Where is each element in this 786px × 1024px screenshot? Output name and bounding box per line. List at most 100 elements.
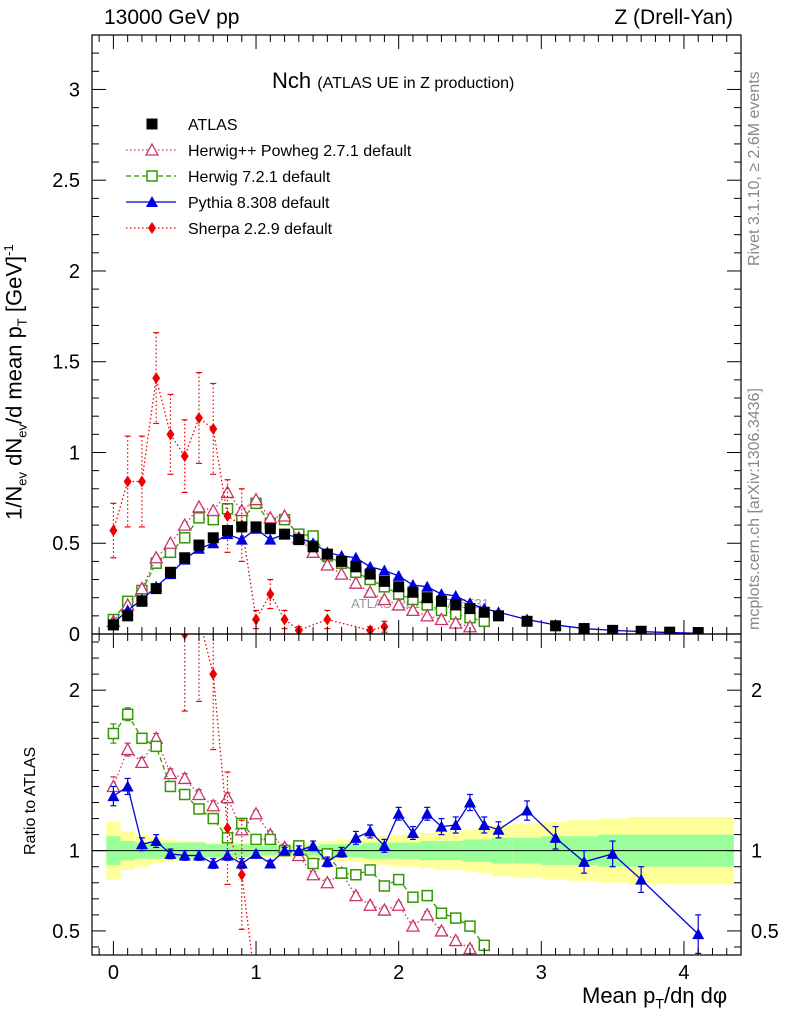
plot-title: Nch (ATLAS UE in Z production) [272, 68, 514, 94]
data-point [348, 888, 363, 902]
ratio-y-tick-label-right: 2 [751, 680, 762, 702]
data-point [450, 599, 462, 611]
data-point [193, 512, 205, 524]
ratio-frame [91, 633, 742, 956]
data-point [464, 603, 476, 615]
y-axis-label-main: 1/Nev dNev/d mean pT [GeV]-1 [1, 244, 30, 520]
data-point [166, 428, 175, 441]
data-point [209, 422, 218, 435]
legend-label: Herwig++ Powheg 2.7.1 default [188, 143, 412, 160]
data-point [152, 372, 161, 385]
data-point [420, 907, 435, 921]
legend-marker [146, 196, 158, 207]
y-tick-label: 3 [69, 79, 80, 101]
data-point [177, 771, 192, 785]
legend-marker [146, 170, 158, 182]
data-point [137, 475, 146, 488]
x-tick-label: 1 [250, 962, 261, 984]
data-point [692, 928, 705, 940]
data-point [266, 588, 275, 601]
data-point [178, 849, 191, 861]
y-tick-label: 2.5 [52, 170, 80, 192]
data-point [264, 857, 277, 869]
y-tick-label: 0 [69, 624, 80, 646]
header-right: Z (Drell-Yan) [614, 6, 733, 29]
data-point [350, 869, 362, 881]
data-point [134, 755, 150, 769]
data-point [348, 575, 363, 589]
data-point [135, 838, 148, 850]
ratio-panel [91, 633, 742, 956]
data-point [221, 849, 234, 861]
data-point [264, 833, 277, 846]
data-point [478, 615, 491, 628]
data-point [320, 557, 335, 571]
data-point [421, 807, 434, 819]
data-point [164, 566, 176, 578]
data-point [378, 880, 391, 892]
main-panel: ATLAS_2019_I1736531 [91, 34, 742, 635]
data-point [164, 847, 177, 859]
data-point [163, 535, 178, 549]
data-point [378, 575, 390, 587]
data-point [178, 788, 191, 801]
y-tick-label: 2 [69, 261, 80, 283]
data-point [363, 897, 378, 911]
data-point [364, 864, 376, 876]
data-point [478, 606, 490, 618]
mcplots-label: mcplots.cern.ch [arXiv:1306.3436] [746, 388, 763, 630]
data-point [378, 839, 391, 851]
series-line-pythia-8-308-default [113, 785, 699, 935]
legend-marker [148, 222, 156, 234]
ratio-y-tick-label: 0.5 [52, 921, 80, 943]
data-point [393, 581, 405, 593]
data-point [222, 525, 234, 537]
x-tick-label: 4 [678, 962, 689, 984]
data-point [107, 790, 120, 802]
data-point [293, 534, 305, 546]
data-point [250, 847, 263, 859]
data-point [434, 612, 449, 626]
data-point [264, 523, 276, 535]
legend-label: Herwig 7.2.1 default [188, 169, 331, 186]
data-point [578, 855, 591, 867]
data-point [263, 510, 278, 524]
legend-entry-atlas: ATLAS [146, 117, 238, 134]
data-point [192, 849, 205, 861]
data-point [449, 912, 462, 924]
data-point [121, 708, 134, 720]
data-point [392, 569, 405, 581]
data-point [349, 551, 362, 563]
data-point [449, 818, 462, 830]
data-point [149, 550, 164, 564]
data-point [207, 812, 219, 825]
data-point [323, 613, 332, 626]
ratio-y-tick-label: 2 [69, 680, 80, 702]
legend-label: Sherpa 2.2.9 default [188, 221, 333, 238]
header-left: 13000 GeV pp [104, 6, 240, 29]
data-point [252, 613, 261, 626]
data-point [335, 846, 348, 858]
data-point [248, 492, 264, 506]
data-point [136, 595, 148, 607]
data-point [521, 615, 533, 627]
data-point [407, 586, 419, 598]
data-point [464, 920, 476, 932]
data-point [193, 803, 205, 815]
data-point [237, 868, 246, 881]
data-point [448, 933, 463, 947]
series-line-herwig-powheg-2-7-1-default [112, 736, 471, 950]
data-point [421, 592, 433, 604]
data-point [223, 510, 232, 523]
data-point [250, 521, 262, 533]
data-point [277, 508, 292, 522]
data-point [377, 902, 392, 916]
y-axis-label-ratio: Ratio to ATLAS [22, 746, 39, 855]
data-point [191, 787, 207, 801]
y-tick-label: 1 [69, 442, 80, 464]
data-point [248, 806, 264, 820]
data-point [320, 875, 335, 889]
legend-marker [144, 142, 160, 156]
data-point [279, 528, 291, 540]
